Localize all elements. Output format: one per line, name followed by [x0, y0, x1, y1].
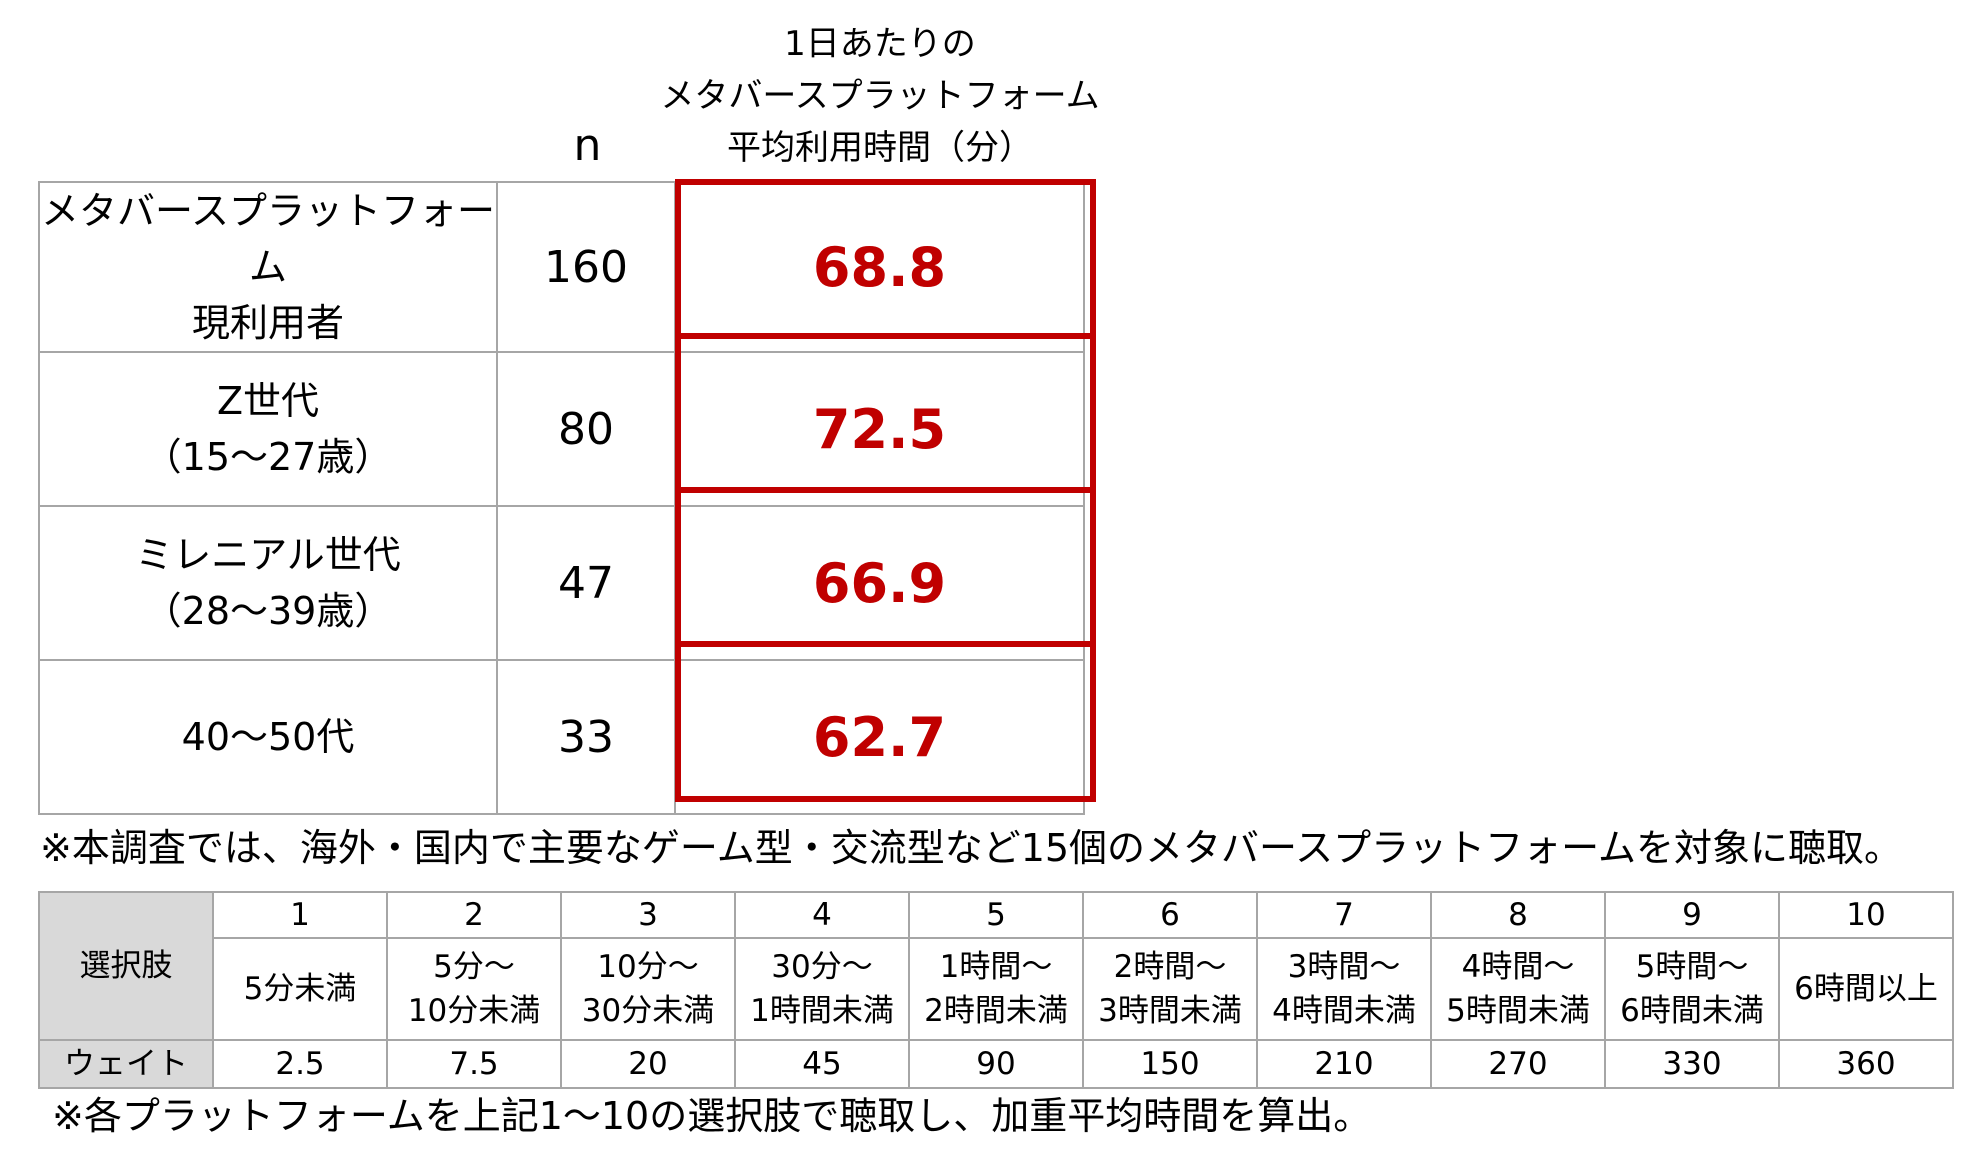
- choice-range-line: 5時間未満: [1446, 993, 1590, 1029]
- choice-range: 1時間～ 2時間未満: [908, 937, 1084, 1041]
- choice-number: 10: [1778, 891, 1954, 939]
- row-label-line: （15～27歳）: [143, 435, 393, 479]
- average-minutes-value: 62.7: [674, 659, 1085, 815]
- choice-range: 2時間～ 3時間未満: [1082, 937, 1258, 1041]
- choice-range-line: 3時間～: [1287, 949, 1401, 985]
- row-label-line: 40～50代: [181, 715, 355, 759]
- weight-value: 270: [1430, 1039, 1606, 1089]
- choice-range-line: 4時間～: [1461, 949, 1575, 985]
- weight-value: 330: [1604, 1039, 1780, 1089]
- choice-range: 6時間以上: [1778, 937, 1954, 1041]
- column-header-average-time: 1日あたりの メタバースプラットフォーム 平均利用時間（分）: [640, 18, 1120, 174]
- weight-value: 360: [1778, 1039, 1954, 1089]
- choice-range-line: 6時間以上: [1794, 971, 1938, 1007]
- choice-range-line: 10分～: [597, 949, 699, 985]
- choice-number: 8: [1430, 891, 1606, 939]
- calculation-note: ※各プラットフォームを上記1～10の選択肢で聴取し、加重平均時間を算出。: [52, 1094, 1372, 1138]
- table-row: 40～50代 33 62.7: [38, 659, 1085, 815]
- choice-range: 4時間～ 5時間未満: [1430, 937, 1606, 1041]
- weight-value: 210: [1256, 1039, 1432, 1089]
- choice-range: 5時間～ 6時間未満: [1604, 937, 1780, 1041]
- choice-number: 3: [560, 891, 736, 939]
- weight-row-header: ウェイト: [38, 1039, 214, 1089]
- choice-range-line: 6時間未満: [1620, 993, 1764, 1029]
- choices-row-header: 選択肢: [38, 891, 214, 1041]
- choice-range-line: 2時間未満: [924, 993, 1068, 1029]
- highlight-box: [675, 641, 1096, 802]
- results-table: メタバースプラットフォーム 現利用者 160 68.8 Z世代 （15～27歳）…: [38, 181, 1085, 815]
- table-row: 5分未満 5分～ 10分未満 10分～ 30分未満 30分～ 1時間未満 1時間…: [39, 937, 1954, 1041]
- choice-number: 7: [1256, 891, 1432, 939]
- choices-table: 選択肢 1 2 3 4 5 6 7 8 9 10 5分未満 5分～ 10分未満 …: [38, 891, 1954, 1089]
- table-row: メタバースプラットフォーム 現利用者 160 68.8: [38, 181, 1085, 353]
- choice-range-line: 2時間～: [1113, 949, 1227, 985]
- choice-range-line: 5分未満: [243, 971, 357, 1007]
- row-label: 40～50代: [38, 659, 498, 815]
- table-row: ウェイト 2.5 7.5 20 45 90 150 210 270 330 36…: [38, 1039, 1954, 1089]
- survey-note: ※本調査では、海外・国内で主要なゲーム型・交流型など15個のメタバースプラットフ…: [40, 826, 1903, 870]
- choice-range-line: 1時間～: [939, 949, 1053, 985]
- highlight-box: [675, 179, 1096, 339]
- choice-number: 2: [386, 891, 562, 939]
- choice-range: 5分未満: [212, 937, 388, 1041]
- header-line: 1日あたりの: [784, 24, 976, 64]
- weight-value: 90: [908, 1039, 1084, 1089]
- table-row: Z世代 （15～27歳） 80 72.5: [38, 351, 1085, 507]
- row-label-line: （28～39歳）: [143, 589, 393, 633]
- weight-value: 45: [734, 1039, 910, 1089]
- n-value: 80: [496, 351, 676, 507]
- row-label: Z世代 （15～27歳）: [38, 351, 498, 507]
- choice-range: 5分～ 10分未満: [386, 937, 562, 1041]
- row-label-line: 現利用者: [191, 301, 344, 345]
- choice-range: 3時間～ 4時間未満: [1256, 937, 1432, 1041]
- average-minutes-value: 66.9: [674, 505, 1085, 661]
- choice-number: 9: [1604, 891, 1780, 939]
- table-row: ミレニアル世代 （28～39歳） 47 66.9: [38, 505, 1085, 661]
- table-row: 選択肢 1 2 3 4 5 6 7 8 9 10: [38, 891, 1954, 1041]
- choice-range-line: 30分～: [771, 949, 873, 985]
- weight-value: 20: [560, 1039, 736, 1089]
- choice-range-line: 10分未満: [407, 993, 541, 1029]
- n-value: 33: [496, 659, 676, 815]
- highlight-box: [675, 333, 1096, 493]
- row-label: メタバースプラットフォーム 現利用者: [38, 181, 498, 353]
- n-value: 47: [496, 505, 676, 661]
- choice-range-line: 3時間未満: [1098, 993, 1242, 1029]
- row-label: ミレニアル世代 （28～39歳）: [38, 505, 498, 661]
- choice-range: 30分～ 1時間未満: [734, 937, 910, 1041]
- highlight-box: [675, 487, 1096, 647]
- average-minutes-value: 72.5: [674, 351, 1085, 507]
- average-minutes-value: 68.8: [674, 181, 1085, 353]
- weight-value: 7.5: [386, 1039, 562, 1089]
- choice-number: 6: [1082, 891, 1258, 939]
- row-label-line: ミレニアル世代: [135, 533, 401, 577]
- header-line: メタバースプラットフォーム: [660, 76, 1100, 116]
- column-header-n: n: [573, 120, 602, 171]
- weight-value: 150: [1082, 1039, 1258, 1089]
- choice-number: 4: [734, 891, 910, 939]
- choice-range: 10分～ 30分未満: [560, 937, 736, 1041]
- choice-number: 5: [908, 891, 1084, 939]
- row-label-line: メタバースプラットフォーム: [40, 189, 496, 289]
- choice-range-line: 5分～: [433, 949, 515, 985]
- n-value: 160: [496, 181, 676, 353]
- header-line: 平均利用時間（分）: [727, 128, 1033, 168]
- choice-range-line: 4時間未満: [1272, 993, 1416, 1029]
- choice-range-line: 5時間～: [1635, 949, 1749, 985]
- choice-range-line: 1時間未満: [750, 993, 894, 1029]
- choice-range-line: 30分未満: [581, 993, 715, 1029]
- row-label-line: Z世代: [216, 379, 320, 423]
- weight-value: 2.5: [212, 1039, 388, 1089]
- choice-number: 1: [212, 891, 388, 939]
